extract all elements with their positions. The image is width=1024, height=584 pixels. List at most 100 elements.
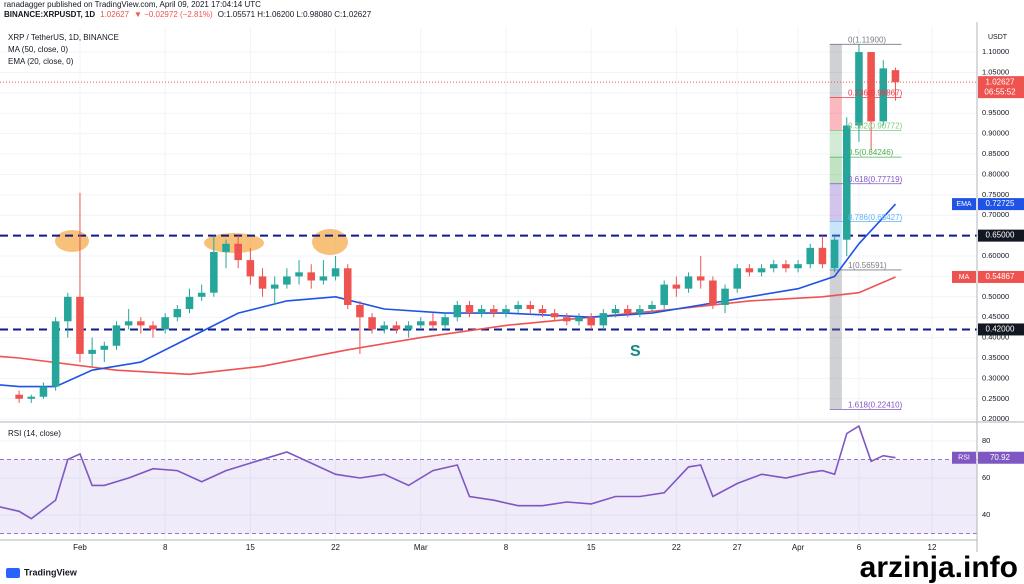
candle-body [27,396,36,399]
candle-body [15,394,23,399]
candle-body [283,276,291,285]
x-tick-label: 12 [928,543,937,552]
candle-body [769,264,778,269]
candle-body [416,321,425,326]
chart-title: XRP / TetherUS, 1D, BINANCE [8,33,119,42]
candle-body [222,243,230,252]
brand: TradingView [24,567,78,577]
y-tick-label: 0.90000 [982,129,1009,138]
legend-ema: EMA (20, close, 0) [8,57,74,66]
candle-body [587,317,595,326]
last-price: 1.02627 [100,10,129,19]
watermark-bg [826,552,1024,584]
highlight [204,233,264,253]
fib-label: 0(1.11900) [848,35,886,44]
fib-label: 0.786(0.68427) [848,213,903,222]
tag: EMA [956,201,972,208]
candle-body [806,247,815,265]
y-tick-label: 0.80000 [982,169,1009,178]
candle-body [794,264,802,269]
y-tick-label: 0.50000 [982,292,1009,301]
y-tick-label: 0.40000 [982,333,1009,342]
candle-body [465,304,474,314]
fib-label: 0.618(0.77719) [848,175,903,184]
series-last-label: 0.54867 [986,272,1015,281]
x-tick-label: 22 [672,543,681,552]
candle-body [855,52,863,126]
candle-body [502,309,510,314]
series-last-label-box [978,270,1024,283]
candle-body [611,309,620,314]
last-price-label-extra: 06:55:52 [984,87,1016,96]
watermark: arzinja.info [860,551,1018,584]
y-tick-label: 80 [982,436,990,445]
candle-body [64,296,72,322]
y-tick-label: 0.95000 [982,108,1009,117]
change: ▼ −0.02972 (−2.81%) [134,10,213,19]
level-label-box [978,323,1024,336]
candle-body [246,260,255,277]
candle-body [684,276,693,289]
x-tick-label: 8 [163,543,168,552]
fib-label: 0.236(0.98867) [848,89,903,98]
candle-body [818,247,827,265]
fib-band [829,183,842,222]
candle-body [404,325,413,330]
y-tick-label: 60 [982,473,990,482]
x-tick-label: 15 [587,543,596,552]
candle-body [757,268,766,273]
rsi-last-label-box [978,451,1024,464]
x-tick-label: 22 [331,543,340,552]
candle-body [270,284,279,289]
candle-body [660,284,668,305]
y-tick-label: 1.05000 [982,67,1009,76]
candle-body [867,52,875,122]
x-tick-label: Feb [73,543,87,552]
candle-body [782,264,790,269]
fib-label: 1.618(0.22410) [848,400,903,409]
candle-body [100,345,109,350]
candle-body [830,239,839,269]
candle-body [623,309,632,314]
candle-body [343,268,352,305]
candle-body [380,325,389,330]
candle-body [124,321,133,326]
x-tick-label: 6 [857,543,862,552]
indicator-line [0,424,896,520]
fib-band [829,44,842,98]
grid [0,28,977,540]
tag-box [952,270,976,283]
candle-body [210,251,218,293]
symbol: BINANCE:XRPUSDT, 1D [4,10,95,19]
logo [6,568,20,578]
fib-band [829,269,842,410]
candle-body [307,272,315,281]
level-label: 0.65000 [986,231,1015,240]
candle-body [672,284,681,289]
candle-body [319,276,328,281]
highlight [55,230,89,252]
indicator-line [0,276,896,376]
publisher: ranadagger published on TradingView.com,… [4,0,261,9]
candle-body [891,70,900,83]
last-price-label: 1.02627 [986,77,1015,86]
candle-body [575,317,583,322]
tag-box [952,198,976,211]
x-tick-label: Mar [414,543,428,552]
fib-band [829,157,842,184]
y-tick-label: 0.45000 [982,312,1009,321]
candle-body [149,325,157,330]
series-last-label-box [978,198,1024,211]
axis-unit: USDT [988,34,1008,41]
candle-body [709,280,717,305]
candle-body [258,276,267,289]
y-tick-label: 0.85000 [982,149,1009,158]
candle-body [392,325,401,330]
fib-label: 1(0.56591) [848,261,887,270]
candle-body [429,321,437,326]
candle-body [368,317,376,330]
candle-body [173,309,182,318]
candle-body [112,325,121,346]
candle-body [441,317,449,326]
